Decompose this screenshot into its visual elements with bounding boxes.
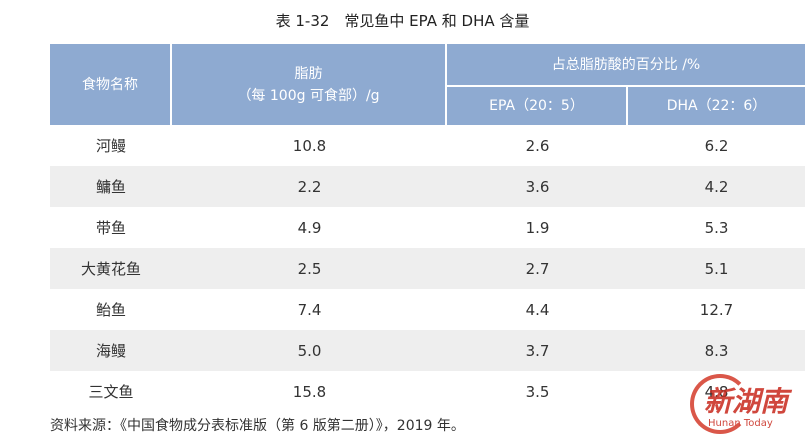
header-cell: 脂肪 （每 100g 可食部）/g (172, 44, 447, 125)
watermark-ring (690, 374, 750, 434)
value-cell: 2.7 (525, 259, 550, 278)
table-row (50, 371, 805, 412)
header-text: 占总脂肪酸的百分比 /% (551, 56, 701, 73)
value-cell: 5.0 (297, 341, 322, 360)
value-cell: 4.9 (297, 218, 322, 237)
table-row (50, 248, 805, 289)
header-cell: 占总脂肪酸的百分比 /% (447, 44, 805, 87)
value-cell: 3.5 (525, 382, 550, 401)
value-cell: 8.3 (704, 341, 729, 360)
value-cell: 3.6 (525, 177, 550, 196)
value-cell: 1.9 (525, 218, 550, 237)
food-name: 三文鱼 (88, 383, 134, 401)
table-title: 表 1-32 常见鱼中 EPA 和 DHA 含量 (275, 12, 530, 30)
food-name: 鲐鱼 (95, 301, 126, 319)
watermark-sub: Hunan Today (708, 418, 773, 429)
table-row (50, 125, 805, 166)
watermark: 新湖南 Hunan Today (690, 372, 800, 442)
food-name: 带鱼 (95, 219, 126, 237)
watermark-logo: 新湖南 (704, 385, 789, 418)
value-cell: 7.4 (297, 300, 322, 319)
value-cell: 2.5 (297, 259, 322, 278)
header-cell: DHA（22：6） (628, 87, 805, 125)
value-cell: 6.2 (704, 136, 729, 155)
header-cell: EPA（20：5） (447, 87, 628, 125)
value-cell: 3.7 (525, 341, 550, 360)
table-row (50, 289, 805, 330)
value-cell: 2.2 (297, 177, 322, 196)
value-cell: 5.1 (704, 259, 729, 278)
food-name: 鳙鱼 (95, 178, 126, 196)
value-cell: 4.2 (704, 177, 729, 196)
food-name: 海鳗 (95, 342, 126, 360)
header-text: 食物名称 (82, 76, 138, 93)
value-cell: 5.3 (704, 218, 729, 237)
table-row (50, 166, 805, 207)
source-note: 资料来源：《中国食物成分表标准版（第 6 版第二册）》，2019 年。 (50, 418, 465, 434)
table-row (50, 207, 805, 248)
value-cell: 15.8 (292, 382, 327, 401)
food-name: 河鳗 (95, 137, 126, 155)
header-text: DHA（22：6） (666, 98, 767, 114)
value-cell: 12.7 (699, 300, 734, 319)
header-text: 脂肪 (294, 65, 323, 82)
header-text: EPA（20：5） (489, 98, 584, 114)
table-row (50, 330, 805, 371)
food-name: 大黄花鱼 (80, 260, 141, 278)
value-cell: 2.6 (525, 136, 550, 155)
value-cell: 10.8 (292, 136, 327, 155)
header-cell: 食物名称 (50, 44, 172, 125)
header-text: （每 100g 可食部）/g (237, 87, 380, 104)
value-cell: 4.4 (525, 300, 550, 319)
